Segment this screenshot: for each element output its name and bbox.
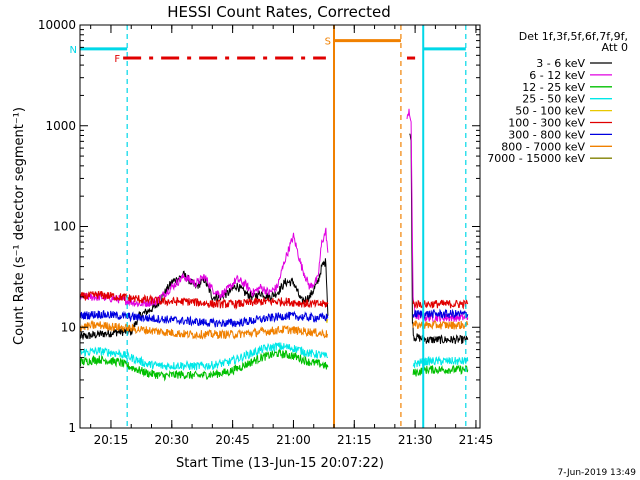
legend-label: 100 - 300 keV (508, 117, 585, 130)
timestamp: 7-Jun-2019 13:49 (558, 468, 637, 478)
x-tick-label: 20:15 (94, 433, 129, 447)
x-tick-label: 21:00 (276, 433, 311, 447)
series-line (80, 227, 329, 308)
x-tick-label: 21:30 (398, 433, 433, 447)
series-line (80, 290, 329, 310)
y-tick-label: 10 (61, 320, 76, 334)
series-line (80, 342, 329, 371)
axes: 1 10 100 1000 10000 20:15 20:30 20:45 21:00 21:15… (38, 18, 493, 447)
series-line (412, 355, 469, 368)
series-line (80, 258, 329, 340)
legend-title: Det 1f,3f,5f,6f,7f,9f, (519, 30, 628, 43)
x-tick-label: 20:45 (215, 433, 250, 447)
y-axis-label: Count Rate (s⁻¹ detector segment⁻¹) (12, 107, 27, 345)
flag-label: N (70, 45, 77, 56)
y-tick-label: 100 (53, 220, 76, 234)
plot-flags: N S F (70, 25, 467, 428)
y-tick-label: 10000 (38, 18, 76, 32)
legend-label: 50 - 100 keV (515, 105, 585, 118)
y-tick-label: 1000 (45, 119, 76, 133)
plot-series (80, 108, 469, 382)
legend: Det 1f,3f,5f,6f,7f,9f, Att 0 3 - 6 keV6 … (487, 30, 628, 165)
legend-label: 25 - 50 keV (522, 93, 585, 106)
series-line (80, 348, 329, 382)
x-axis-label: Start Time (13-Jun-15 20:07:22) (176, 456, 384, 471)
x-tick-label: 20:30 (154, 433, 189, 447)
series-line (412, 298, 469, 310)
flag-label: F (114, 54, 120, 65)
series-line (412, 308, 469, 319)
plot-frame (79, 24, 481, 429)
series-line (406, 108, 469, 323)
legend-label: 12 - 25 keV (522, 81, 585, 94)
y-tick-label: 1 (68, 421, 76, 435)
legend-subtitle: Att 0 (602, 41, 628, 54)
series-line (412, 319, 469, 330)
x-tick-label: 21:45 (459, 433, 494, 447)
chart-title: HESSI Count Rates, Corrected (167, 3, 391, 21)
legend-label: 6 - 12 keV (529, 69, 585, 82)
legend-label: 300 - 800 keV (508, 128, 585, 141)
legend-label: 800 - 7000 keV (501, 140, 585, 153)
series-line (80, 310, 329, 328)
series-line (409, 133, 469, 345)
series-line (80, 319, 329, 340)
series-line (412, 364, 469, 377)
legend-label: 7000 - 15000 keV (487, 152, 585, 165)
x-tick-label: 21:15 (337, 433, 372, 447)
flag-label: S (325, 37, 331, 48)
legend-label: 3 - 6 keV (536, 57, 585, 70)
